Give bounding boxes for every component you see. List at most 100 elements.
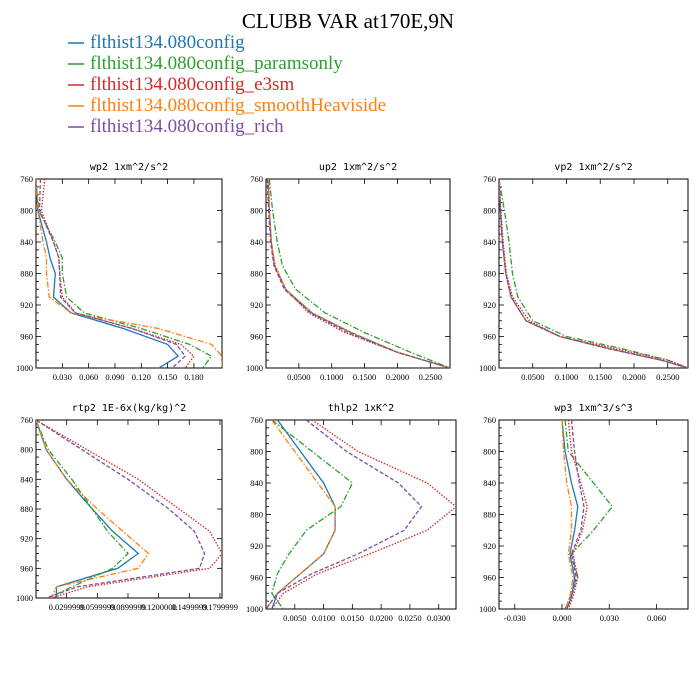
series-line — [36, 420, 206, 598]
y-tick-label: 920 — [250, 300, 263, 310]
chart-panel: up2 1xm^2/s^2 760 800 840 880 920 960 1000 0.050… — [246, 162, 451, 382]
series-line — [266, 420, 423, 609]
x-tick-label: 0.1000 — [320, 372, 343, 382]
y-tick-label: 800 — [250, 447, 263, 457]
x-tick-label: 0.180 — [184, 372, 203, 382]
y-tick-label: 1000 — [479, 604, 496, 614]
series-line — [271, 420, 456, 609]
x-tick-label: 0.1000 — [555, 372, 578, 382]
series-line — [266, 179, 450, 368]
y-tick-label: 880 — [20, 504, 33, 514]
y-tick-label: 960 — [20, 332, 33, 342]
series-line — [499, 179, 688, 368]
series-line — [499, 179, 688, 368]
y-tick-label: 840 — [250, 478, 263, 488]
x-tick-label: 0.2500 — [419, 372, 442, 382]
panel-title: rtp2 1E-6x(kg/kg)^2 — [72, 403, 186, 414]
panel-title: up2 1xm^2/s^2 — [319, 162, 397, 173]
x-tick-label: 0.0300 — [427, 613, 450, 623]
x-tick-label: 0.0200 — [369, 613, 392, 623]
x-tick-label: 0.0050 — [283, 613, 306, 623]
x-tick-label: 0.1799999 — [202, 602, 238, 612]
series-line — [38, 179, 187, 368]
panel-title: thlp2 1xK^2 — [328, 403, 394, 414]
x-tick-label: 0.2500 — [656, 372, 679, 382]
y-tick-label: 920 — [483, 541, 496, 551]
x-tick-label: 0.150 — [158, 372, 177, 382]
y-tick-label: 960 — [483, 573, 496, 583]
plot-frame — [498, 419, 689, 610]
x-tick-label: 0.0500 — [287, 372, 310, 382]
y-tick-label: 1000 — [16, 593, 33, 603]
y-tick-label: 800 — [483, 447, 496, 457]
x-tick-label: 0.0599999 — [79, 602, 115, 612]
y-tick-label: 880 — [483, 269, 496, 279]
series-line — [566, 420, 585, 609]
series-line — [36, 420, 129, 598]
y-tick-label: 880 — [250, 510, 263, 520]
y-tick-label: 1000 — [246, 363, 263, 373]
series-line — [499, 179, 688, 368]
chart-panel: wp3 1xm^3/s^3 760 800 840 880 920 960 1000 -0.03… — [479, 403, 689, 623]
y-tick-label: 760 — [483, 174, 496, 184]
legend-entry: flthist134.080config_rich — [90, 116, 284, 137]
x-tick-label: 0.090 — [105, 372, 124, 382]
plot-frame — [35, 178, 223, 369]
legend-entry: flthist134.080config — [90, 32, 245, 53]
y-tick-label: 760 — [20, 415, 33, 425]
series-line — [267, 179, 450, 368]
y-tick-label: 960 — [250, 573, 263, 583]
y-tick-label: 840 — [20, 237, 33, 247]
legend-entry: flthist134.080config_smoothHeaviside — [90, 95, 386, 116]
x-tick-label: 0.060 — [647, 613, 666, 623]
legend-entry: flthist134.080config_paramsonly — [90, 53, 343, 74]
series-line — [271, 420, 354, 609]
y-tick-label: 840 — [250, 237, 263, 247]
series-line — [268, 179, 450, 368]
y-tick-label: 840 — [20, 474, 33, 484]
y-tick-label: 960 — [20, 563, 33, 573]
legend: flthist134.080configflthist134.080config… — [68, 32, 386, 137]
y-tick-label: 880 — [483, 510, 496, 520]
y-tick-label: 960 — [483, 332, 496, 342]
series-line — [266, 420, 336, 609]
x-tick-label: 0.1200000 — [141, 602, 177, 612]
plot-frame — [265, 419, 457, 610]
series-line — [499, 179, 688, 368]
x-tick-label: 0.0100 — [312, 613, 335, 623]
series-line — [40, 179, 195, 368]
series-line — [36, 420, 222, 598]
x-tick-label: 0.0500 — [521, 372, 544, 382]
x-tick-label: 0.0150 — [341, 613, 364, 623]
x-tick-label: 0.0250 — [398, 613, 421, 623]
y-tick-label: 1000 — [16, 363, 33, 373]
x-tick-label: 0.030 — [53, 372, 72, 382]
x-tick-label: 0.1500 — [353, 372, 376, 382]
chart-panel: vp2 1xm^2/s^2 760 800 840 880 920 960 1000 0.050… — [479, 162, 689, 382]
chart-panel: rtp2 1E-6x(kg/kg)^2 760 800 840 880 920 960 100… — [16, 403, 238, 612]
y-tick-label: 800 — [20, 206, 33, 216]
y-tick-label: 760 — [483, 415, 496, 425]
y-tick-label: 1000 — [246, 604, 263, 614]
y-tick-label: 920 — [250, 541, 263, 551]
panel-title: vp2 1xm^2/s^2 — [554, 162, 632, 173]
x-tick-label: 0.120 — [132, 372, 151, 382]
y-tick-label: 760 — [250, 415, 263, 425]
y-tick-label: 920 — [483, 300, 496, 310]
x-tick-label: 0.0899999 — [110, 602, 146, 612]
y-tick-label: 880 — [250, 269, 263, 279]
x-tick-label: -0.030 — [504, 613, 526, 623]
plot-frame — [265, 178, 451, 369]
chart-panel: thlp2 1xK^2 760 800 840 880 920 960 1000 0.0050 0… — [246, 403, 457, 623]
y-tick-label: 920 — [20, 534, 33, 544]
y-tick-label: 760 — [250, 174, 263, 184]
series-line — [499, 179, 688, 368]
x-tick-label: 0.000 — [552, 613, 571, 623]
chart-panel: wp2 1xm^2/s^2 760 800 840 880 920 960 1000 0.030… — [16, 162, 223, 382]
series-line — [36, 179, 222, 368]
legend-entry: flthist134.080config_e3sm — [90, 74, 294, 95]
y-tick-label: 800 — [250, 206, 263, 216]
y-tick-label: 880 — [20, 269, 33, 279]
x-tick-label: 0.2000 — [622, 372, 645, 382]
